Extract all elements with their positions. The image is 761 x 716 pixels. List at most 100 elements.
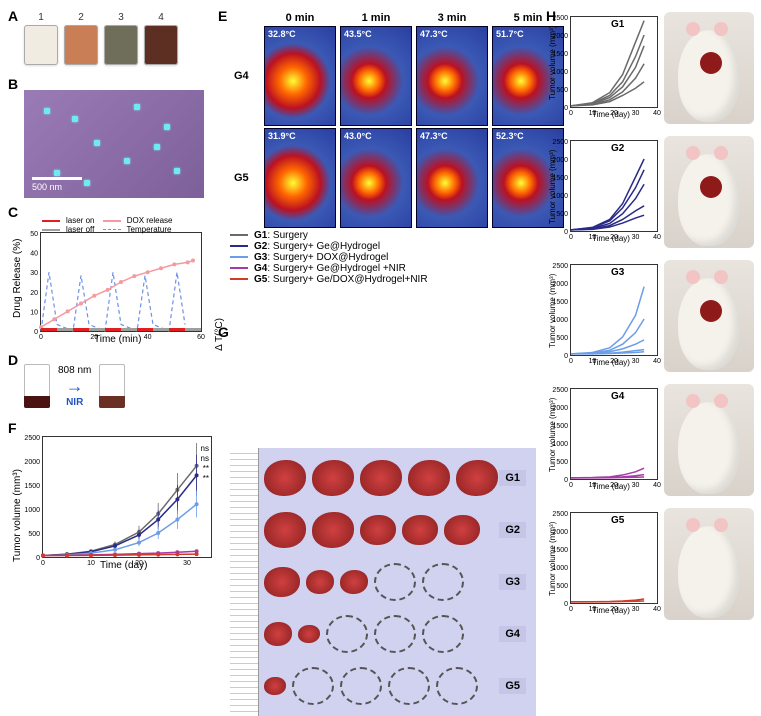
legend-entry: G1: Surgery <box>230 230 428 241</box>
svg-text:0: 0 <box>41 560 45 567</box>
legend-entry: G2: Surgery+ Ge@Hydrogel <box>230 241 428 252</box>
arrow-icon: → <box>58 376 91 397</box>
nanoparticle-dot <box>72 116 78 122</box>
svg-text:2500: 2500 <box>552 387 568 394</box>
nanoparticle-dot <box>54 170 60 176</box>
panel-h-row: 01020304005001000150020002500G5 Tumor vol… <box>548 508 754 626</box>
svg-text:0: 0 <box>569 110 573 117</box>
time-label: 0 min <box>264 12 336 24</box>
vial-label: 2 <box>64 12 98 23</box>
panel-h-row: 01020304005001000150020002500G4Tumor vol… <box>548 384 754 502</box>
thermal-image: 47.3°C <box>416 128 488 228</box>
svg-text:30: 30 <box>632 110 640 117</box>
tumor-sample <box>402 515 438 545</box>
thermal-temp-label: 47.3°C <box>420 131 448 141</box>
tumor-empty-circle <box>340 667 382 705</box>
tumor-empty-circle <box>422 563 464 601</box>
svg-text:1000: 1000 <box>24 507 40 514</box>
thermal-temp-label: 32.8°C <box>268 29 296 39</box>
x-axis-label: Time (day) <box>592 110 630 119</box>
svg-text:30: 30 <box>632 482 640 489</box>
svg-text:0: 0 <box>564 105 568 112</box>
svg-text:0: 0 <box>564 477 568 484</box>
nanoparticle-dot <box>164 124 170 130</box>
svg-text:30: 30 <box>632 234 640 241</box>
tumor-row-label: G5 <box>499 678 526 694</box>
panel-label-D: D <box>8 352 18 368</box>
thermal-row-label: G5 <box>234 172 260 184</box>
vial-before <box>24 364 50 408</box>
panel-label-B: B <box>8 76 18 92</box>
svg-text:40: 40 <box>653 110 661 117</box>
svg-text:**: ** <box>203 474 209 483</box>
svg-text:40: 40 <box>653 482 661 489</box>
vial <box>24 25 58 65</box>
x-axis-label: Time (min) <box>94 334 141 345</box>
svg-text:40: 40 <box>653 358 661 365</box>
tumor-empty-circle <box>388 667 430 705</box>
x-axis-label-F: Time (day) <box>100 560 147 571</box>
svg-text:2500: 2500 <box>24 435 40 442</box>
tumor-sample <box>264 677 286 695</box>
tumor-empty-circle <box>374 615 416 653</box>
tumor-row: G1 <box>264 452 532 504</box>
tumor-sample <box>408 460 450 496</box>
scale-bar-label: 500 nm <box>32 182 62 192</box>
svg-text:500: 500 <box>556 335 568 342</box>
thermal-image: 47.3°C <box>416 26 488 126</box>
nir-label-bottom: NIR <box>58 397 91 408</box>
panel-A: 1 2 3 4 <box>24 12 178 65</box>
x-axis-label: Time (day) <box>592 234 630 243</box>
svg-text:G2: G2 <box>611 143 625 154</box>
nanoparticle-dot <box>124 158 130 164</box>
nanoparticle-dot <box>44 108 50 114</box>
nir-label-top: 808 nm <box>58 365 91 376</box>
svg-text:2500: 2500 <box>552 511 568 518</box>
svg-text:40: 40 <box>144 334 152 341</box>
tumor-row-label: G2 <box>499 522 526 538</box>
mouse-photo <box>664 260 754 372</box>
mouse-photo <box>664 384 754 496</box>
panel-E: 0 min1 min3 min5 minG432.8°C43.5°C47.3°C… <box>234 12 564 228</box>
panel-label-G: G <box>218 324 229 340</box>
thermal-temp-label: 31.9°C <box>268 131 296 141</box>
panel-C: Drug Release (%) Δ T(°C) 020406001020304… <box>14 218 210 346</box>
thermal-row-label: G4 <box>234 70 260 82</box>
svg-text:G3: G3 <box>611 267 625 278</box>
growth-chart-svg: 01020304005001000150020002500G1 <box>570 16 658 108</box>
panel-G: G1G2G3G4G5 <box>230 448 536 716</box>
growth-chart-svg: 01020304005001000150020002500G5 <box>570 512 658 604</box>
panel-h-row: 01020304005001000150020002500G3Tumor vol… <box>548 260 754 378</box>
y-axis-label: Tumor volume (mm³) <box>548 522 557 596</box>
tumor-sample <box>456 460 498 496</box>
vial-label: 1 <box>24 12 58 23</box>
vials-row <box>24 25 178 65</box>
svg-text:2500: 2500 <box>552 15 568 22</box>
chart-f-svg: 010203005001000150020002500nsns**** <box>42 436 212 558</box>
tumor-sample <box>360 515 396 545</box>
svg-text:500: 500 <box>556 87 568 94</box>
time-label: 1 min <box>340 12 412 24</box>
svg-text:500: 500 <box>556 459 568 466</box>
thermal-image: 43.0°C <box>340 128 412 228</box>
svg-text:2500: 2500 <box>552 139 568 146</box>
svg-text:0: 0 <box>569 606 573 613</box>
thermal-temp-label: 52.3°C <box>496 131 524 141</box>
mouse-photo <box>664 136 754 248</box>
nanoparticle-dot <box>174 168 180 174</box>
groups-legend: G1: SurgeryG2: Surgery+ Ge@HydrogelG3: S… <box>230 230 428 285</box>
panel-D: 808 nm → NIR <box>24 364 125 408</box>
panel-h-row: 01020304005001000150020002500G2Tumor vol… <box>548 136 754 254</box>
svg-text:0: 0 <box>39 334 43 341</box>
mouse-photo <box>664 12 754 124</box>
svg-text:40: 40 <box>653 234 661 241</box>
svg-text:30: 30 <box>183 560 191 567</box>
tumor-sample <box>340 570 368 594</box>
tumor-sample <box>264 622 292 646</box>
svg-text:2500: 2500 <box>552 263 568 270</box>
panel-label-E: E <box>218 8 227 24</box>
tumor-sample <box>444 515 480 545</box>
svg-text:0: 0 <box>569 358 573 365</box>
svg-text:**: ** <box>203 464 209 473</box>
svg-text:20: 20 <box>30 290 38 297</box>
